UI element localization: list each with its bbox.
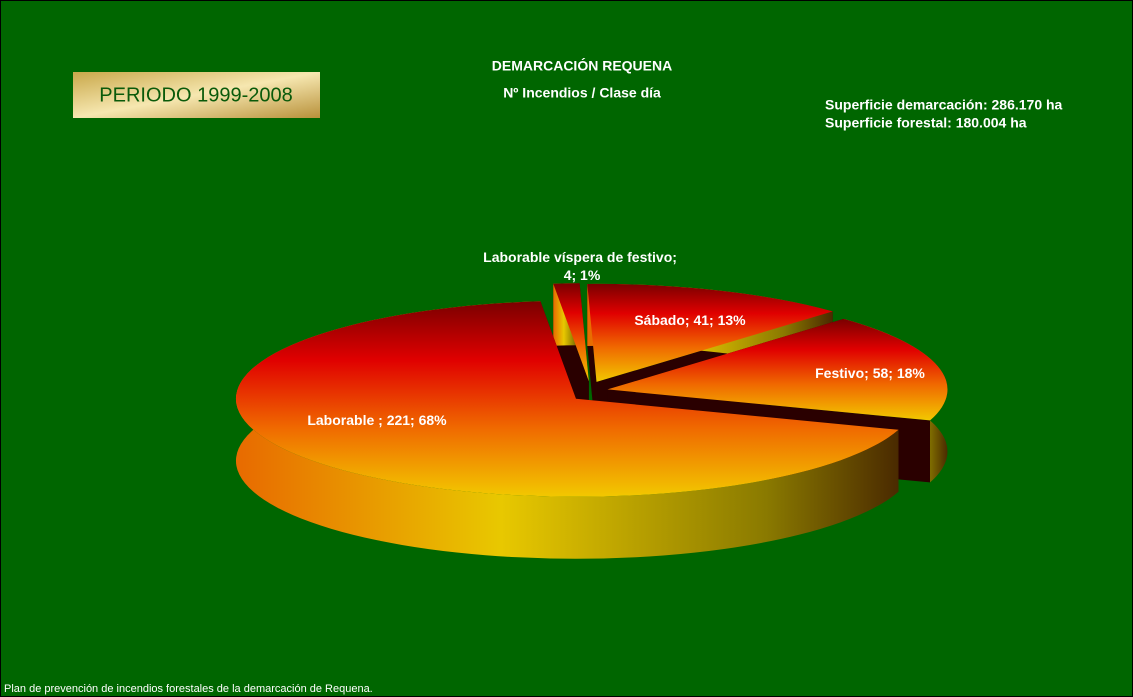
label-category: Laborable [307, 412, 378, 428]
data-label: Sábado; 41; 13% [634, 312, 746, 328]
pie-slice [235, 301, 899, 559]
data-label: Laborable ; 221; 68% [307, 412, 447, 428]
label-category: Sábado [634, 312, 685, 328]
label-separator: ; [378, 412, 387, 428]
data-label: Festivo; 58; 18% [815, 365, 925, 381]
chart-subtitle: Nº Incendios / Clase día [503, 85, 661, 101]
label-value: 221; 68% [387, 412, 447, 428]
data-label: Laborable víspera de festivo; 4; 1% [483, 249, 681, 283]
label-category: Laborable víspera de festivo [483, 249, 672, 265]
footer: Plan de prevención de incendios forestal… [4, 683, 373, 695]
label-separator: ; [672, 249, 681, 265]
slice-top [235, 301, 899, 497]
chart-title: DEMARCACIÓN REQUENA [492, 57, 672, 74]
slice-top [607, 318, 948, 421]
annotation: Superficie forestal: 180.004 ha [825, 115, 1027, 131]
period: PERIODO 1999-2008 [99, 84, 292, 106]
slice-top [587, 283, 833, 382]
pie [235, 283, 948, 559]
label-value: 58; 18% [873, 365, 926, 381]
label-value: 4; 1% [564, 267, 601, 283]
slice-top [553, 283, 589, 382]
label-separator: ; [685, 312, 694, 328]
annotation: Superficie demarcación: 286.170 ha [825, 97, 1063, 113]
period-badge [73, 72, 320, 118]
label-category: Festivo [815, 365, 864, 381]
labels: Laborable víspera de festivo; 4; 1% Sábad… [307, 249, 925, 428]
label-value: 41; 13% [693, 312, 746, 328]
label-separator: ; [864, 365, 873, 381]
